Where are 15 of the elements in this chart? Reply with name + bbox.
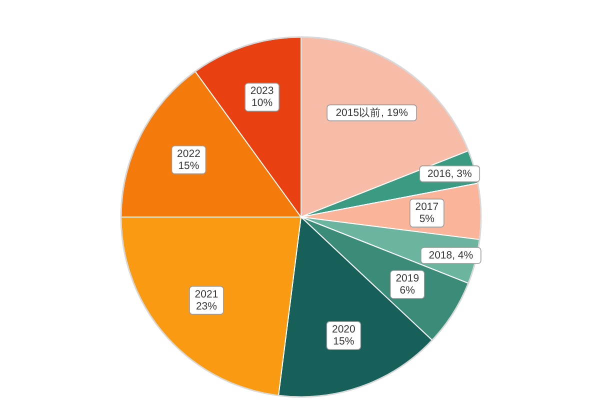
data-label: 10% xyxy=(252,97,273,110)
slice-label: 2022 xyxy=(177,148,201,160)
data-label: 15% xyxy=(333,336,354,348)
slice-label: 2016, 3% xyxy=(427,168,472,180)
slice-label: 2018, 4% xyxy=(428,249,474,262)
slice-label: 2015以前, 19% xyxy=(336,106,408,119)
slice-label: 2017 xyxy=(415,201,439,214)
slice-label: 2023 xyxy=(250,85,274,98)
data-label: 5% xyxy=(419,213,435,226)
slice-label: 2020 xyxy=(332,324,356,336)
slice-label: 2019 xyxy=(396,272,420,285)
data-label: 6% xyxy=(400,284,415,297)
data-label: 15% xyxy=(178,160,200,172)
slice-label: 2021 xyxy=(194,288,218,300)
data-label: 23% xyxy=(196,300,217,312)
